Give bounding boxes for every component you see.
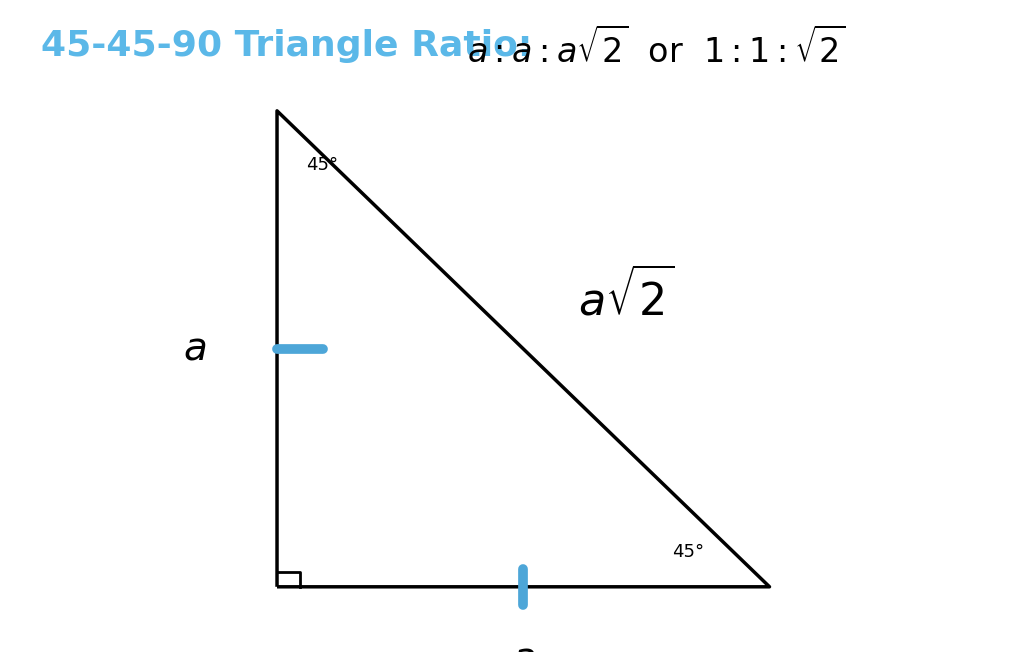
Text: 45°: 45°	[672, 542, 704, 561]
Text: $a$: $a$	[184, 331, 206, 367]
Text: 45°: 45°	[306, 156, 338, 175]
Text: $a$: $a$	[512, 640, 535, 652]
Text: $a: a: a\sqrt{2}$  or  $1: 1: \sqrt{2}$: $a: a: a\sqrt{2}$ or $1: 1: \sqrt{2}$	[467, 27, 845, 70]
Text: 45-45-90 Triangle Ratio:: 45-45-90 Triangle Ratio:	[41, 29, 532, 63]
Text: $a\sqrt{2}$: $a\sqrt{2}$	[578, 269, 674, 325]
